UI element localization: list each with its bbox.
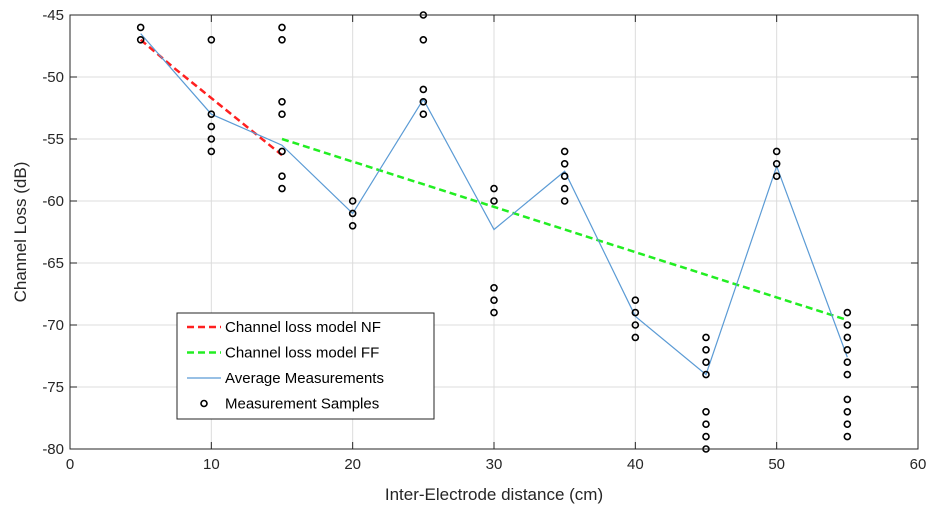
x-tick-label: 60 [910,456,927,473]
measurement-sample-point [490,308,498,317]
measurement-sample-point [702,358,710,367]
measurement-sample-point [702,345,710,354]
measurement-sample-point [136,35,145,44]
y-tick-label: -75 [42,379,64,396]
measurement-sample-point [348,209,357,218]
measurement-sample-point [772,160,781,168]
measurement-sample-point [348,222,357,230]
measurement-sample-point [278,23,286,32]
measurement-sample-point [278,184,286,193]
measurement-sample-point [419,35,428,44]
measurement-sample-point [419,85,428,94]
measurement-sample-point [207,35,216,44]
legend-label-channel-loss-model-ff: Channel loss model FF [225,345,379,362]
x-tick-label: 10 [203,456,220,473]
measurement-sample-point [207,135,216,143]
measurement-sample-point [843,432,852,441]
x-tick-label: 50 [768,456,785,473]
measurement-sample-point [560,184,569,193]
measurement-sample-point [490,184,498,193]
measurement-sample-point [772,172,781,180]
measurement-sample-point [702,407,710,416]
measurement-sample-point [560,197,569,205]
measurement-sample-point [490,197,498,205]
measurement-sample-point [490,283,498,292]
measurement-sample-point [560,172,569,180]
measurement-sample-point [136,23,145,32]
measurement-sample-point [560,147,569,156]
measurement-sample-point [560,160,569,168]
measurement-sample-point [702,420,710,429]
measurement-sample-point [843,358,852,367]
y-tick-label: -60 [42,193,64,210]
legend-label-channel-loss-model-nf: Channel loss model NF [225,319,381,336]
x-tick-label: 20 [344,456,361,473]
y-tick-label: -65 [42,255,64,272]
measurement-sample-point [631,296,640,305]
measurement-sample-point [702,370,710,379]
legend-label-measurement-samples: Measurement Samples [225,396,379,413]
measurement-sample-point [278,172,286,180]
measurement-sample-point [278,147,286,156]
measurement-sample-point [843,308,852,317]
measurement-sample-point [702,333,710,342]
measurement-sample-point [843,333,852,342]
measurement-sample-point [843,370,852,379]
y-tick-label: -45 [42,7,64,24]
legend-marker-measurement-samples [200,399,208,408]
measurement-sample-point [419,98,428,106]
grid-lines [69,14,919,450]
channel-loss-model-nf-line [139,38,283,157]
legend: Channel loss model NF Channel loss model … [176,312,435,420]
measurement-sample-point [843,407,852,416]
measurement-sample-point [207,110,216,118]
measurement-sample-point [772,147,781,156]
y-tick-label: -55 [42,131,64,148]
measurement-sample-point [702,432,710,441]
measurement-sample-point [631,333,640,342]
axis-ticks: 0 10 20 30 40 50 60 -80 -75 -70 -65 -60 -55 -50 -45 [42,7,926,473]
measurement-sample-point [207,122,216,131]
measurement-sample-point [419,110,428,118]
measurement-sample-point [278,110,286,118]
measurement-sample-point [631,321,640,329]
x-tick-label: 0 [66,456,74,473]
x-axis-label: Inter-Electrode distance (cm) [385,485,603,504]
y-tick-label: -80 [42,441,64,458]
y-axis-label: Channel Loss (dB) [11,162,30,303]
measurement-sample-point [207,147,216,156]
legend-box [176,312,435,420]
legend-label-average-measurements: Average Measurements [225,370,384,387]
measurement-sample-point [843,395,852,404]
measurement-sample-point [631,308,640,317]
x-tick-label: 30 [486,456,503,473]
measurement-sample-point [843,345,852,354]
plot-series [136,11,852,453]
measurement-sample-point [278,35,286,44]
y-tick-label: -70 [42,317,64,334]
measurement-sample-point [278,98,286,106]
measurement-sample-point [843,321,852,329]
measurement-sample-point [490,296,498,305]
measurement-sample-point [843,420,852,429]
y-tick-label: -50 [42,69,64,86]
average-measurements-line [140,33,848,376]
x-tick-label: 40 [627,456,644,473]
measurement-sample-point [348,197,357,205]
